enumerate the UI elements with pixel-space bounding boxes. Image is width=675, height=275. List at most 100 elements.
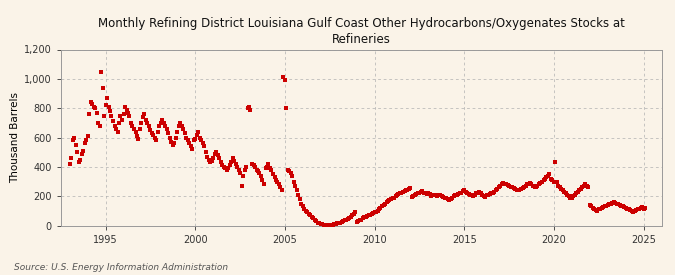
Point [543, 174, 554, 178]
Point [136, 121, 147, 125]
Point [169, 141, 180, 145]
Point [597, 206, 608, 210]
Point [336, 220, 347, 224]
Point [279, 78, 290, 82]
Point [425, 192, 435, 196]
Point [283, 167, 294, 172]
Point [475, 191, 486, 196]
Point [351, 220, 362, 224]
Point [117, 118, 128, 122]
Point [395, 191, 406, 196]
Point [632, 207, 643, 211]
Point [496, 182, 507, 187]
Point [630, 208, 641, 212]
Point [70, 143, 81, 147]
Point [593, 207, 604, 211]
Point [447, 196, 458, 200]
Point [148, 132, 159, 137]
Point [338, 219, 348, 223]
Point [240, 165, 251, 169]
Point [96, 69, 107, 74]
Point [313, 220, 323, 225]
Point [493, 185, 504, 189]
Point [562, 192, 573, 197]
Point [103, 104, 114, 109]
Point [486, 191, 497, 196]
Point [497, 181, 508, 185]
Point [84, 112, 95, 116]
Point [209, 152, 220, 156]
Point [581, 184, 592, 188]
Point [272, 179, 283, 184]
Point [578, 184, 589, 188]
Point [460, 189, 471, 194]
Point [605, 201, 616, 206]
Point [65, 156, 76, 160]
Point [142, 121, 153, 125]
Point [613, 202, 624, 207]
Point [463, 192, 474, 196]
Title: Monthly Refining District Louisiana Gulf Coast Other Hydrocarbons/Oxygenates Sto: Monthly Refining District Louisiana Gulf… [98, 16, 624, 46]
Point [277, 188, 288, 192]
Point [431, 193, 441, 198]
Point [372, 209, 383, 213]
Point [236, 184, 247, 188]
Point [319, 222, 329, 227]
Point [188, 138, 199, 143]
Point [603, 202, 614, 207]
Point [320, 223, 331, 227]
Point [505, 185, 516, 189]
Point [550, 160, 561, 165]
Point [75, 157, 86, 162]
Point [229, 159, 240, 163]
Point [273, 182, 284, 187]
Point [566, 196, 577, 200]
Point [415, 189, 426, 194]
Point [586, 204, 597, 209]
Point [507, 185, 518, 189]
Point [620, 206, 631, 210]
Point [472, 190, 483, 195]
Point [214, 156, 225, 160]
Point [528, 184, 539, 188]
Point [400, 188, 411, 192]
Point [439, 196, 450, 200]
Point [167, 143, 178, 147]
Point [309, 218, 320, 222]
Point [410, 192, 421, 197]
Point [294, 197, 305, 201]
Point [76, 152, 87, 156]
Point [502, 183, 513, 187]
Point [384, 198, 395, 202]
Point [290, 184, 300, 188]
Point [154, 123, 165, 128]
Point [146, 131, 157, 135]
Point [564, 194, 574, 198]
Point [278, 75, 289, 79]
Point [532, 184, 543, 188]
Point [357, 216, 368, 220]
Point [108, 119, 119, 123]
Point [610, 200, 620, 205]
Point [230, 162, 241, 166]
Point [512, 188, 523, 192]
Point [130, 130, 141, 134]
Point [638, 207, 649, 211]
Point [234, 167, 244, 172]
Point [133, 137, 144, 141]
Point [459, 188, 470, 192]
Point [360, 214, 371, 219]
Point [109, 123, 120, 128]
Point [306, 214, 317, 219]
Point [193, 130, 204, 134]
Point [408, 194, 419, 198]
Point [422, 192, 433, 196]
Point [88, 104, 99, 109]
Point [427, 193, 438, 198]
Point [256, 174, 267, 178]
Point [518, 185, 529, 189]
Point [175, 121, 186, 125]
Point [260, 166, 271, 170]
Point [266, 167, 277, 172]
Point [220, 166, 231, 170]
